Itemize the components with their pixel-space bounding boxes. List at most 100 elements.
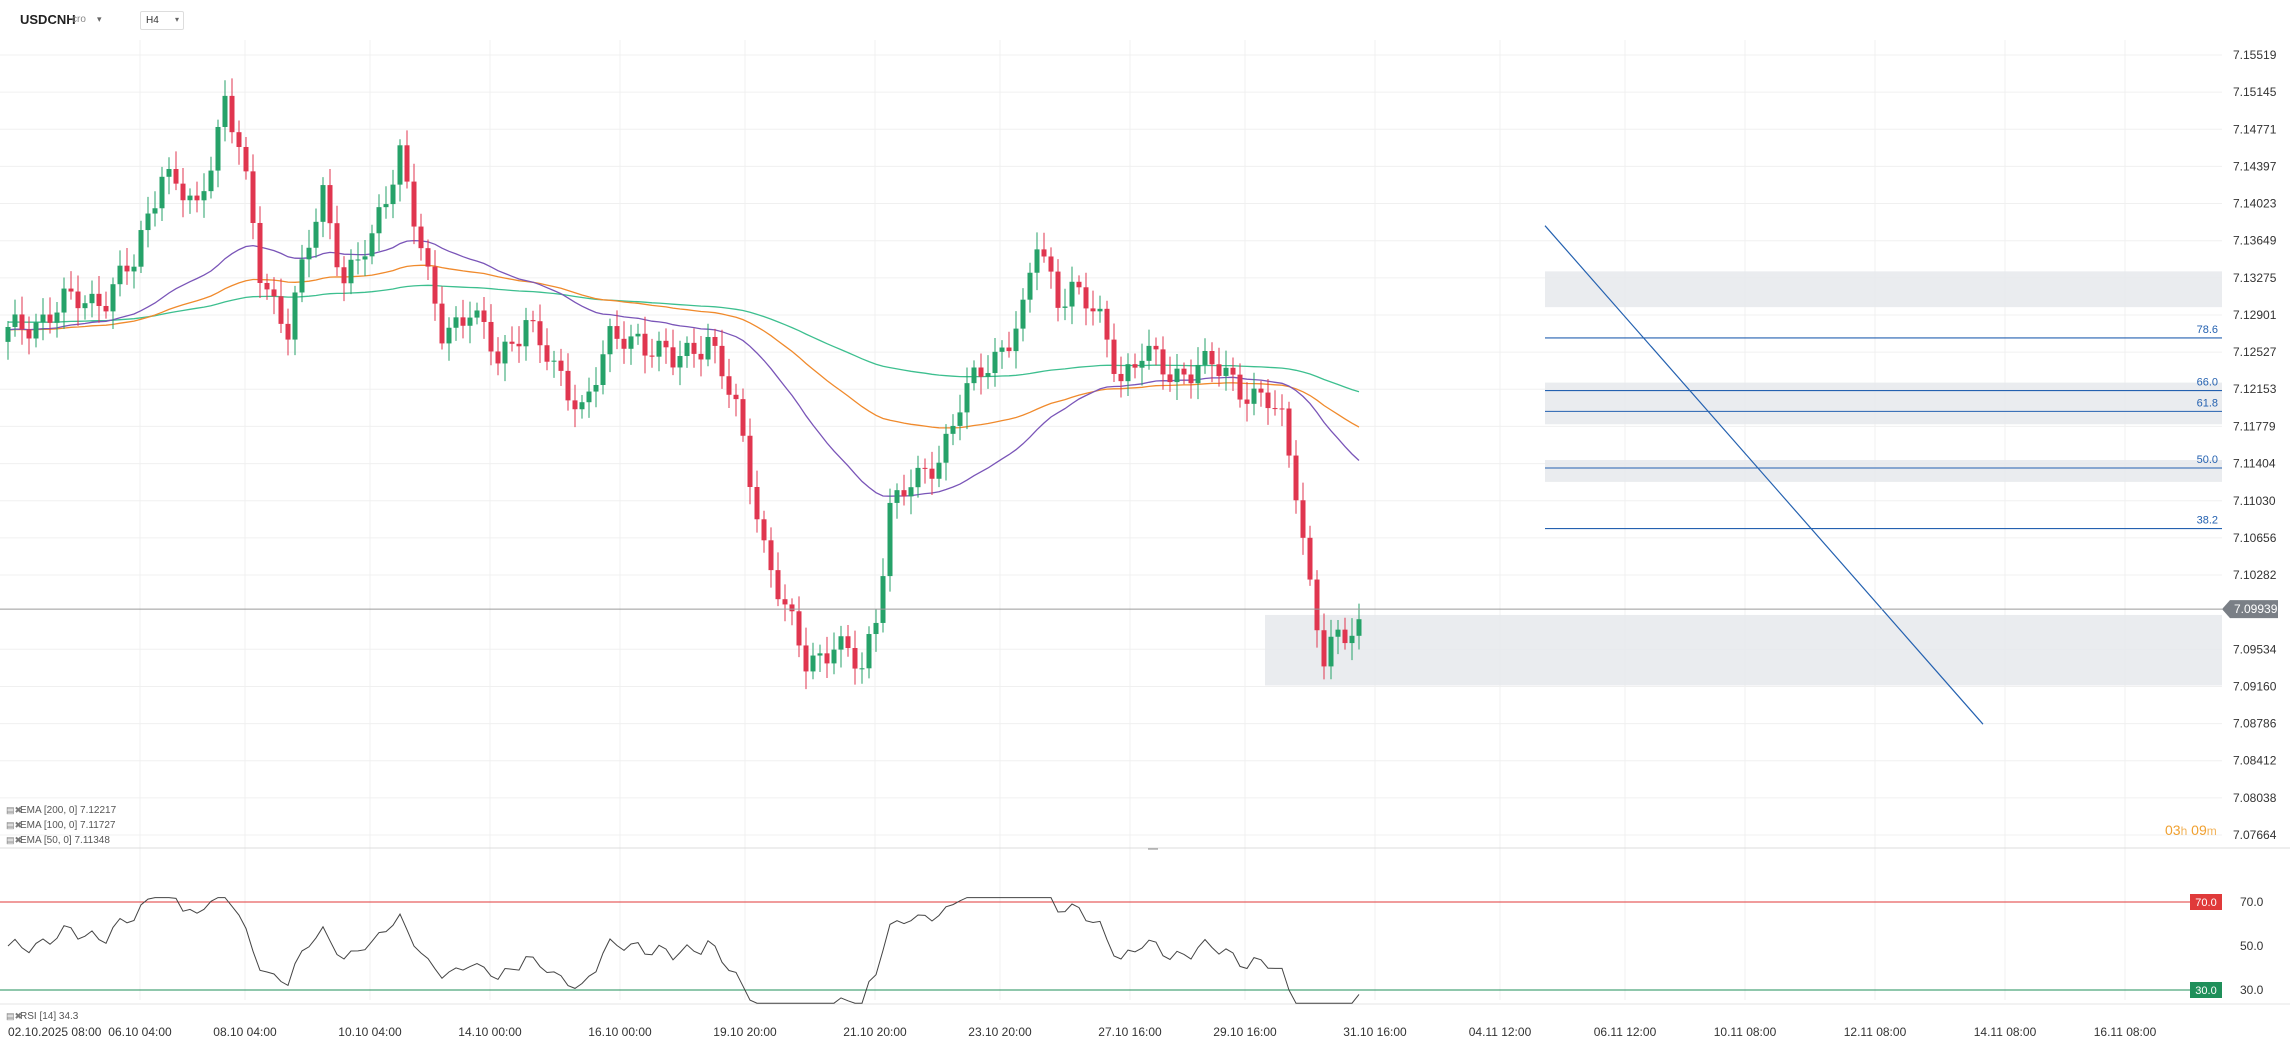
chevron-down-icon: ▾ — [174, 15, 179, 24]
candle-body — [999, 347, 1005, 352]
candle-body — [313, 221, 319, 248]
candle-body — [369, 233, 375, 257]
time-axis[interactable]: 02.10.2025 08:00 06.10 04:00 08.10 04:00 10… — [8, 1025, 2157, 1039]
candle-body — [187, 195, 193, 201]
time-tick-label: 08.10 04:00 — [213, 1025, 277, 1039]
settings-icon[interactable]: ▤✖ — [6, 835, 23, 845]
fib-level-label: 38.2 — [2197, 515, 2218, 527]
candle-body — [222, 95, 228, 127]
candle-body — [250, 171, 256, 223]
candle-body — [621, 338, 627, 349]
candle-body — [817, 653, 823, 656]
candle-body — [12, 314, 18, 327]
candle-body — [229, 95, 235, 133]
price-zone — [1265, 614, 2222, 686]
price-tick-label: 7.09160 — [2233, 679, 2277, 693]
candle-body — [1104, 308, 1110, 340]
fibonacci-levels[interactable]: 78.6 66.0 61.8 50.0 38.2 — [1545, 324, 2222, 530]
candle-body — [145, 213, 151, 231]
candle-body — [1013, 328, 1019, 352]
candle-body — [1293, 455, 1299, 501]
candle-body — [397, 145, 403, 185]
legend-ema100[interactable]: ▤✖EMA [100, 0] 7.11727 — [6, 820, 115, 831]
symbol-dropdown-icon[interactable]: ▾ — [97, 14, 102, 24]
candle-body — [537, 321, 543, 346]
candle-body — [516, 343, 522, 347]
candle-body — [635, 333, 641, 337]
candle-body — [824, 653, 830, 664]
candle-body — [264, 282, 270, 290]
candle-body — [201, 191, 207, 201]
trend-lines[interactable] — [1544, 225, 1984, 725]
candle-body — [922, 467, 928, 469]
ema100-line — [7, 264, 1360, 429]
candle-body — [1006, 347, 1012, 352]
candle-body — [1048, 256, 1054, 272]
candle-body — [1181, 368, 1187, 375]
time-tick-label: 06.10 04:00 — [108, 1025, 172, 1039]
candle-body — [565, 370, 571, 401]
rsi-tick-label: 70.0 — [2240, 895, 2264, 909]
time-tick-label: 16.10 00:00 — [588, 1025, 652, 1039]
fib-level-label: 66.0 — [2197, 377, 2218, 389]
candle-body — [19, 314, 25, 330]
candle-body — [1188, 374, 1194, 384]
rsi-oversold-label: 30.0 — [2195, 985, 2216, 997]
candle-body — [1230, 367, 1236, 375]
candle-body — [950, 425, 956, 434]
candle-body — [404, 145, 410, 182]
candle-body — [1286, 408, 1292, 456]
candle-body — [131, 266, 137, 272]
candle-body — [747, 435, 753, 487]
candle-body — [915, 467, 921, 488]
candle-body — [985, 373, 991, 377]
candle-body — [1342, 629, 1348, 644]
candle-body — [733, 394, 739, 400]
price-zone — [1545, 460, 2222, 482]
candle-body — [663, 340, 669, 348]
legend-ema200[interactable]: ▤✖EMA [200, 0] 7.12217 — [6, 805, 116, 816]
candle-body — [957, 412, 963, 426]
legend-ema50[interactable]: ▤✖EMA [50, 0] 7.11348 — [6, 835, 110, 846]
candle-body — [1139, 360, 1145, 368]
price-axis[interactable]: 7.15519 7.15145 7.14771 7.14397 7.14023 7.136… — [0, 48, 2278, 842]
candle-body — [894, 490, 900, 503]
price-tick-label: 7.11030 — [2233, 494, 2276, 508]
legend-rsi[interactable]: ▤✖RSI [14] 34.3 — [6, 1011, 78, 1022]
settings-icon[interactable]: ▤✖ — [6, 820, 23, 830]
candle-body — [208, 170, 214, 192]
price-tick-label: 7.10282 — [2233, 568, 2277, 582]
price-tick-label: 7.13275 — [2233, 271, 2277, 285]
candle-body — [110, 284, 116, 312]
chart-toolbar: USDCNH cro ▾ H4 ▾ — [0, 0, 2290, 36]
candle-body — [1202, 350, 1208, 365]
candle-body — [866, 634, 872, 669]
rsi-label: RSI [14] 34.3 — [20, 1011, 79, 1022]
price-tick-label: 7.11404 — [2233, 457, 2276, 471]
candle-body — [600, 354, 606, 385]
candle-body — [320, 185, 326, 222]
timeframe-select[interactable]: H4 ▾ — [140, 11, 184, 30]
settings-icon[interactable]: ▤✖ — [6, 1011, 23, 1021]
candle-body — [1034, 249, 1040, 273]
candle-body — [761, 519, 767, 541]
candle-body — [1027, 272, 1033, 300]
rsi-overbought-label: 70.0 — [2195, 897, 2216, 909]
time-tick-label: 29.10 16:00 — [1213, 1025, 1277, 1039]
candle-body — [467, 317, 473, 326]
rsi-line — [7, 897, 1360, 1004]
candle-body — [243, 146, 249, 172]
candle-body — [61, 288, 67, 313]
symbol-name[interactable]: USDCNH — [20, 12, 76, 27]
grid-lines — [0, 40, 2290, 1005]
settings-icon[interactable]: ▤✖ — [6, 805, 23, 815]
candle-body — [502, 341, 508, 364]
candle-body — [754, 486, 760, 520]
candle-body — [1272, 408, 1278, 410]
candle-body — [460, 317, 466, 326]
candle-body — [509, 341, 515, 344]
candle-body — [719, 345, 725, 377]
candlesticks — [5, 78, 1362, 690]
candle-body — [376, 207, 382, 234]
